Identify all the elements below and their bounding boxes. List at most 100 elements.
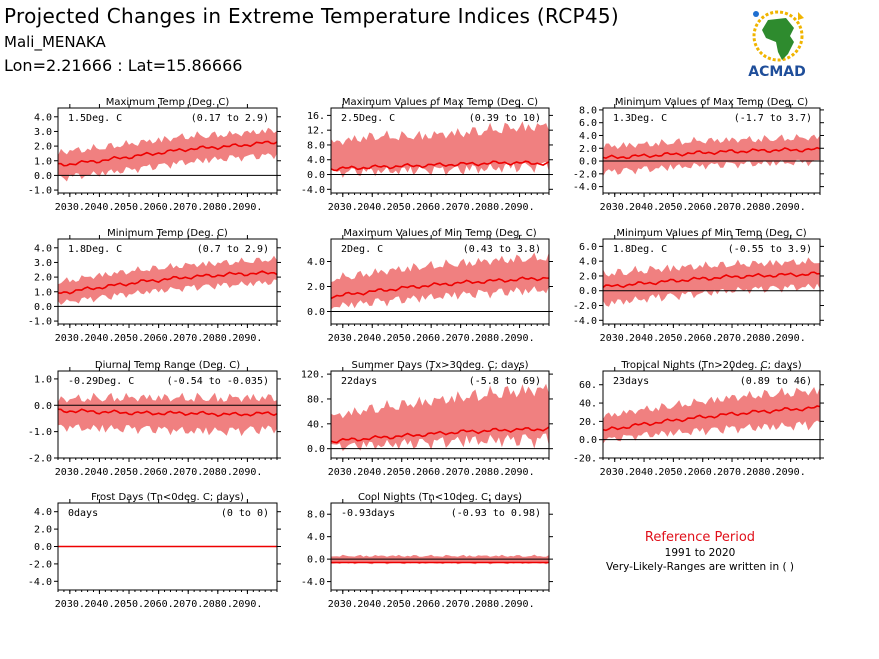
y-tick-label: 6.0: [579, 118, 597, 129]
x-tick-label: 2080.: [203, 202, 233, 213]
x-tick-label: 2060.: [416, 467, 446, 478]
chart-value-label: 23days: [613, 376, 649, 387]
chart-value-label: 1.5Deg. C: [68, 113, 122, 124]
chart-title: Maximum Values of Max Temp (Deg. C): [342, 97, 538, 108]
y-tick-label: 40.: [579, 399, 597, 410]
y-tick-label: 16.: [307, 111, 325, 122]
y-tick-label: 8.0: [579, 105, 597, 116]
x-tick-label: 2030.: [55, 202, 85, 213]
chart-range-label: (-0.54 to -0.035): [167, 376, 269, 387]
x-tick-label: 2030.: [328, 333, 358, 344]
y-tick-label: 3.0: [34, 258, 52, 269]
x-tick-label: 2050.: [114, 467, 144, 478]
x-tick-label: 2070.: [446, 333, 476, 344]
y-tick-label: -20.: [573, 454, 597, 465]
y-tick-label: -4.0: [301, 185, 325, 196]
y-tick-label: 3.0: [34, 127, 52, 138]
x-tick-label: 2090.: [776, 333, 806, 344]
y-tick-label: -4.0: [573, 316, 597, 327]
x-tick-label: 2040.: [84, 333, 114, 344]
x-tick-label: 2040.: [629, 333, 659, 344]
x-tick-label: 2090.: [232, 467, 262, 478]
x-tick-label: 2030.: [55, 333, 85, 344]
x-tick-label: 2060.: [144, 467, 174, 478]
x-tick-label: 2050.: [387, 599, 417, 610]
range-band: [58, 127, 277, 182]
range-band: [331, 121, 549, 178]
chart-range-label: (0.43 to 3.8): [463, 244, 541, 255]
y-tick-label: 80.: [307, 394, 325, 405]
x-tick-label: 2030.: [328, 467, 358, 478]
chart-value-label: 0days: [68, 508, 98, 519]
y-tick-label: -4.0: [301, 577, 325, 588]
x-tick-label: 2030.: [600, 333, 630, 344]
chart-value-label: 1.8Deg. C: [68, 244, 122, 255]
chart-panel-2: -4.00.04.08.012.16.2030. 2040. 2050. 2060. 2…: [301, 97, 553, 213]
range-band: [603, 257, 820, 307]
y-tick-label: 0.0: [579, 435, 597, 446]
chart-title: Frost Days (Tn<0deg. C; days): [91, 492, 244, 503]
median-line: [57, 408, 278, 417]
x-tick-label: 2070.: [717, 202, 747, 213]
chart-title: Maximum Temp (Deg. C): [106, 97, 230, 108]
chart-title: Summer Days (Tx>30deg. C; days): [351, 360, 528, 371]
x-tick-label: 2070.: [173, 467, 203, 478]
x-tick-label: 2070.: [717, 467, 747, 478]
y-tick-label: 12.: [307, 126, 325, 137]
x-tick-label: 2080.: [203, 467, 233, 478]
median-line: [330, 160, 550, 172]
chart-title: Maximum Values of Min Temp (Deg. C): [343, 228, 536, 239]
plot-frame: [330, 238, 550, 325]
chart-panel-8: 0.040.80.120.2030. 2040. 2050. 2060. 2070. 20…: [301, 360, 553, 478]
y-tick-label: 0.0: [579, 157, 597, 168]
range-band: [603, 387, 820, 444]
location-label: Mali_MENAKA: [4, 33, 106, 51]
y-tick-label: 0.0: [34, 542, 52, 553]
x-tick-label: 2040.: [84, 467, 114, 478]
chart-range-label: (-1.7 to 3.7): [734, 113, 812, 124]
plot-frame: [330, 502, 550, 591]
x-tick-label: 2040.: [357, 333, 387, 344]
x-tick-label: 2080.: [475, 333, 505, 344]
y-tick-label: 0.0: [34, 171, 52, 182]
median-line: [602, 405, 821, 432]
x-tick-label: 2040.: [84, 202, 114, 213]
x-tick-label: 2050.: [658, 467, 688, 478]
chart-title: Minimum Temp (Deg. C): [107, 228, 228, 239]
y-tick-label: -2.0: [28, 454, 52, 465]
chart-value-label: 2.5Deg. C: [341, 113, 395, 124]
x-tick-label: 2070.: [446, 202, 476, 213]
y-tick-label: 8.0: [307, 140, 325, 151]
median-line: [602, 146, 821, 160]
y-tick-label: -2.0: [573, 301, 597, 312]
x-tick-label: 2050.: [658, 202, 688, 213]
y-tick-label: 1.0: [34, 374, 52, 385]
y-tick-label: 0.0: [34, 302, 52, 313]
x-tick-label: 2050.: [387, 202, 417, 213]
chart-range-label: (0.7 to 2.9): [197, 244, 269, 255]
y-tick-label: 4.0: [307, 155, 325, 166]
y-tick-label: 2.0: [307, 282, 325, 293]
chart-value-label: 2Deg. C: [341, 244, 383, 255]
range-band: [331, 383, 549, 452]
chart-title: Minimum Values of Max Temp (Deg. C): [615, 97, 808, 108]
x-tick-label: 2070.: [173, 202, 203, 213]
y-tick-label: -1.0: [28, 317, 52, 328]
y-tick-label: 120.: [301, 370, 325, 381]
range-band: [603, 134, 820, 177]
chart-range-label: (0.17 to 2.9): [191, 113, 269, 124]
y-tick-label: 0.0: [307, 555, 325, 566]
plot-frame: [330, 107, 550, 194]
x-tick-label: 2080.: [475, 599, 505, 610]
reference-period-box: Reference Period 1991 to 2020 Very-Likel…: [580, 530, 820, 573]
chart-title: Diurnal Temp Range (Deg. C): [95, 360, 240, 371]
x-tick-label: 2080.: [203, 333, 233, 344]
median-line: [330, 426, 550, 444]
y-tick-label: 0.0: [307, 444, 325, 455]
x-tick-label: 2070.: [717, 333, 747, 344]
x-tick-label: 2090.: [504, 467, 534, 478]
